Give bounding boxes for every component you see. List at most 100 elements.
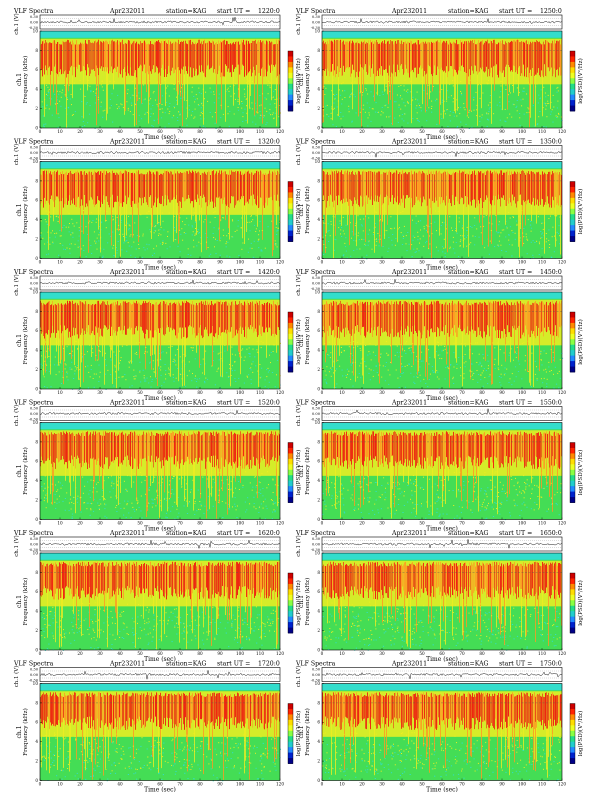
spectrogram-cell bbox=[503, 229, 505, 231]
spectrogram-cell bbox=[476, 104, 478, 106]
spectrogram-cell bbox=[57, 303, 58, 330]
spectrogram-cell bbox=[513, 217, 514, 218]
spectrogram-cell bbox=[326, 44, 327, 76]
spectrogram-cell bbox=[180, 91, 181, 93]
spectrogram-streak bbox=[98, 75, 99, 114]
spectrogram-cell bbox=[325, 303, 326, 337]
spectrogram-cell bbox=[171, 346, 173, 347]
spectrogram-cell bbox=[247, 251, 249, 253]
spectrogram-cell bbox=[279, 434, 280, 456]
spectrogram-cell bbox=[148, 502, 149, 504]
spectrogram-cell bbox=[264, 174, 265, 208]
spectrogram-cell bbox=[110, 105, 112, 106]
spectrogram-cell bbox=[211, 116, 213, 118]
spectrogram-cell bbox=[80, 42, 81, 72]
spectrogram-cell bbox=[329, 235, 331, 237]
spectrogram-cell bbox=[105, 40, 106, 67]
spectrogram-cell bbox=[253, 506, 255, 508]
spectrogram-cell bbox=[214, 246, 215, 248]
spectrogram-cell bbox=[194, 501, 196, 502]
spectrogram-cell bbox=[198, 241, 200, 243]
spectrogram-cell bbox=[160, 359, 162, 361]
spectrogram-cell bbox=[363, 104, 365, 106]
spectrogram-cell bbox=[445, 367, 447, 369]
spectrogram-cell bbox=[80, 171, 81, 207]
spectrogram-cell bbox=[55, 434, 56, 469]
spectrogram-cell bbox=[467, 43, 468, 68]
spectrogram-cell bbox=[265, 505, 267, 507]
spectrogram-cell bbox=[268, 432, 269, 468]
spectrogram-cell bbox=[152, 304, 153, 338]
spectrogram-cell bbox=[267, 388, 269, 389]
spectrogram-cell bbox=[390, 304, 391, 334]
spectrogram-cell bbox=[173, 174, 174, 198]
spectrogram-cell bbox=[67, 39, 68, 74]
spectrogram-cell bbox=[416, 91, 418, 93]
spectrogram-cell bbox=[101, 303, 102, 336]
spectrogram-cell bbox=[153, 232, 155, 234]
spectrogram-cell bbox=[446, 109, 448, 110]
spectrogram-cell bbox=[546, 238, 548, 240]
spectrogram-cell bbox=[122, 233, 124, 235]
spectrogram-streak bbox=[481, 69, 482, 109]
spectrogram-cell bbox=[324, 379, 326, 381]
spectrogram-cell bbox=[532, 41, 533, 68]
spectrogram-cell bbox=[218, 40, 219, 71]
spectrogram-cell bbox=[521, 41, 522, 74]
spectrogram-cell bbox=[41, 101, 43, 103]
spectrogram-streak bbox=[187, 73, 188, 118]
colorbar-segment bbox=[570, 208, 575, 215]
spectrogram-cell bbox=[350, 40, 351, 77]
spectrogram-cell bbox=[210, 493, 212, 495]
spectrogram-cell bbox=[234, 231, 236, 232]
spectrogram-cell bbox=[103, 431, 104, 469]
spectrogram-cell bbox=[277, 170, 278, 195]
spectrogram-streak bbox=[124, 67, 125, 115]
spectrogram-cell bbox=[473, 99, 475, 101]
spectrogram-cell bbox=[40, 500, 42, 501]
panel-instrument: VLF Spectra bbox=[295, 269, 336, 276]
spectrogram-cell bbox=[41, 302, 42, 334]
spectrogram-cell bbox=[58, 254, 60, 256]
spectrogram-streak bbox=[80, 463, 81, 511]
spectrogram-cell bbox=[373, 305, 374, 331]
spectrogram-streak bbox=[381, 206, 382, 247]
spectrogram-cell bbox=[253, 174, 254, 195]
spectrogram-cell bbox=[207, 100, 209, 102]
spectrogram-cell bbox=[40, 174, 41, 205]
spectrogram-cell bbox=[353, 239, 355, 241]
spectrogram-cell bbox=[156, 302, 157, 332]
spectrogram-cell bbox=[374, 303, 375, 327]
spectrogram-cell bbox=[497, 301, 498, 330]
spectrogram-streak bbox=[550, 69, 551, 109]
spectrogram-cell bbox=[550, 349, 552, 351]
spectrogram-cell bbox=[181, 173, 182, 208]
spectrogram-cell bbox=[377, 111, 379, 113]
spectrogram-cell bbox=[115, 435, 116, 458]
spectrogram-cell bbox=[401, 305, 402, 327]
spectrogram-cell bbox=[335, 239, 337, 241]
spectrogram-cell bbox=[439, 228, 441, 230]
spectrogram-cell bbox=[346, 302, 347, 335]
spectrogram-cell bbox=[406, 302, 407, 332]
spectrogram-cell bbox=[68, 231, 70, 233]
spectrogram-cell bbox=[168, 40, 169, 66]
spectrogram-cell bbox=[538, 171, 539, 206]
spectrogram-cell bbox=[499, 101, 501, 103]
spectrogram-cell bbox=[415, 302, 416, 331]
spectrogram-streak bbox=[446, 66, 447, 100]
spectrogram-cell bbox=[399, 376, 401, 377]
spectrogram-cell bbox=[172, 43, 173, 68]
spectrogram-cell bbox=[550, 113, 552, 115]
panel-start-ut: 1350:0 bbox=[540, 139, 562, 146]
spectrogram-cell bbox=[147, 172, 148, 205]
spectrogram-cell bbox=[235, 171, 236, 206]
x-tick-label: 30 bbox=[379, 260, 385, 265]
spectrogram-cell bbox=[470, 40, 471, 76]
y-tick-label: 10 bbox=[33, 28, 39, 33]
spectrogram-cell bbox=[163, 381, 165, 383]
spectrogram-cell bbox=[405, 342, 407, 344]
spectrogram-streak bbox=[102, 468, 103, 490]
spectrogram-cell bbox=[354, 225, 356, 227]
spectrogram-cell bbox=[270, 303, 271, 329]
